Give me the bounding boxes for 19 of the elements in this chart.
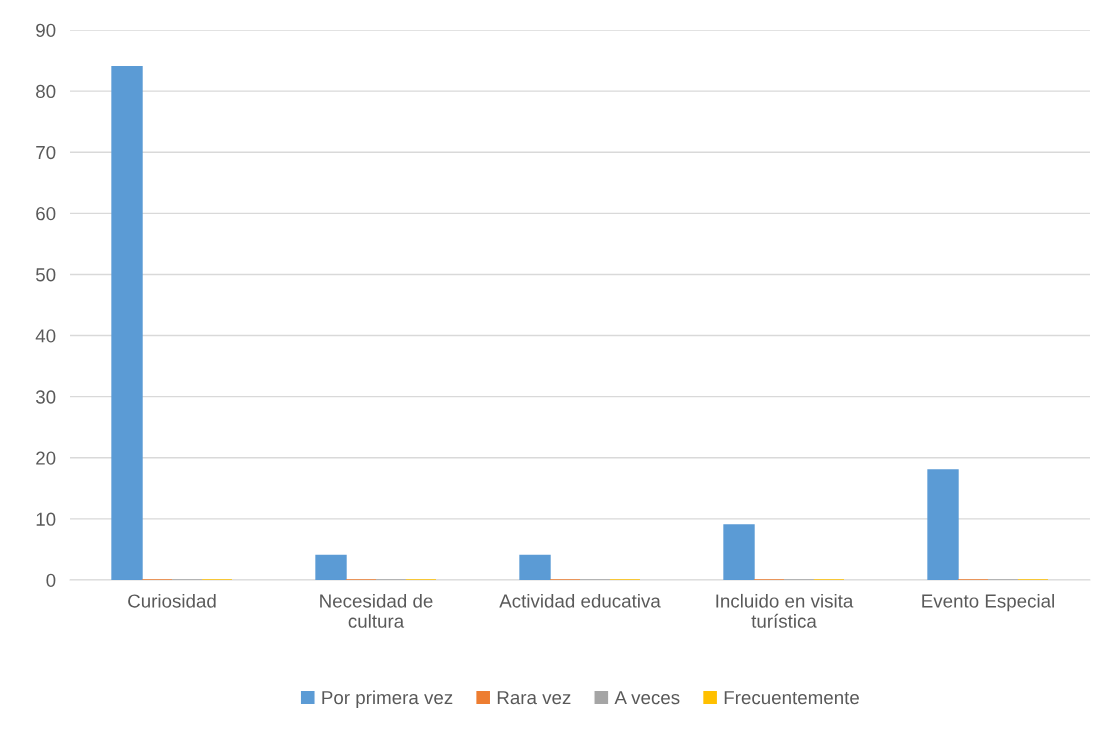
y-tick-label: 20: [36, 451, 56, 465]
x-tick-label: Necesidad de cultura: [320, 593, 433, 628]
x-tick-label: Incluido en visita turística: [716, 593, 854, 628]
x-tick-label: Curiosidad: [128, 593, 216, 608]
y-tick-label: 60: [36, 207, 56, 221]
y-tick-label: 30: [35, 390, 56, 404]
y-tick-label: 10: [36, 512, 56, 526]
legend-label: Rara vez: [497, 691, 571, 705]
y-tick-label: 40: [35, 329, 56, 343]
y-tick-label: 70: [36, 145, 56, 160]
legend-label: Frecuentemente: [724, 691, 859, 705]
x-tick-label: Evento Especial: [922, 593, 1054, 612]
x-tick-label: Actividad educativa: [499, 593, 661, 608]
y-tick-label: 0: [46, 573, 56, 587]
y-tick-label: 50: [36, 268, 56, 282]
y-tick-label: 80: [36, 84, 56, 99]
legend-label: A veces: [614, 691, 680, 705]
legend-label: Por primera vez: [322, 690, 453, 708]
y-tick-label: 90: [36, 23, 56, 37]
